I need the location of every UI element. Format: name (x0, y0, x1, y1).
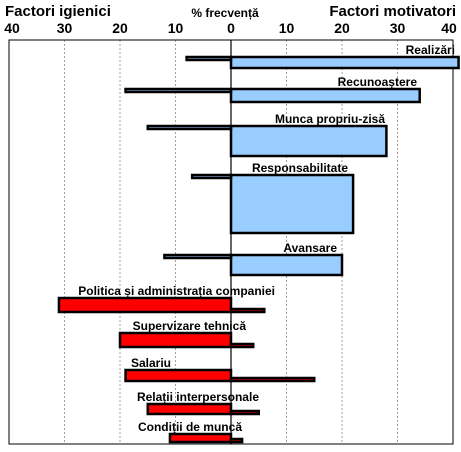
bars-layer (57, 55, 460, 444)
category-label-9: Condiții de muncă (138, 420, 242, 434)
x-tick-label-3: 10 (168, 20, 184, 36)
x-tick-label-6: 20 (334, 20, 350, 36)
category-label-1: Recunoaștere (338, 75, 418, 89)
bar-hygiene-6 (118, 331, 233, 349)
left-header: Factori igienici (5, 3, 111, 20)
bar-hygiene-4 (163, 253, 233, 260)
bar-motivator-3 (229, 173, 355, 235)
x-tick-labels: 40 30 20 10 0 10 20 30 40 (4, 20, 457, 36)
category-label-7: Salariu (131, 356, 171, 370)
x-tick-label-1: 30 (57, 20, 73, 36)
bar-motivator-9 (229, 437, 244, 444)
category-labels-layer: Realizări Recunoaștere Munca propriu-zisă R… (78, 43, 455, 434)
x-tick-label-7: 30 (390, 20, 406, 36)
bar-hygiene-1 (124, 87, 233, 94)
x-tick-label-0: 40 (4, 20, 20, 36)
bar-hygiene-8 (146, 402, 233, 416)
category-label-4: Avansare (283, 241, 337, 255)
category-label-6: Supervizare tehnică (133, 319, 247, 333)
x-tick-label-2: 20 (112, 20, 128, 36)
right-header: Factori motivatori (329, 3, 456, 20)
bar-hygiene-9 (168, 432, 233, 444)
bar-hygiene-7 (124, 368, 233, 383)
bar-hygiene-2 (146, 124, 233, 131)
chart-title: % frecvență (191, 6, 259, 20)
bar-motivator-4 (229, 253, 344, 277)
bar-hygiene-0 (185, 55, 233, 62)
plot-frame (8, 39, 454, 445)
category-label-3: Responsabilitate (252, 161, 348, 175)
bar-motivator-2 (229, 124, 388, 158)
bar-motivator-1 (229, 87, 421, 104)
x-tick-label-8: 40 (441, 20, 457, 36)
x-tick-label-4: 0 (227, 20, 235, 36)
category-label-8: Relații interpersonale (137, 390, 259, 404)
category-label-5: Politica și administrația companiei (78, 284, 275, 298)
bar-motivator-7 (229, 376, 316, 383)
bar-motivator-8 (229, 409, 260, 416)
bar-hygiene-5 (57, 296, 233, 314)
x-tick-label-5: 10 (279, 20, 295, 36)
bar-motivator-6 (229, 342, 255, 349)
bar-hygiene-3 (190, 173, 233, 180)
category-label-2: Munca propriu-zisă (275, 112, 385, 126)
bar-motivator-5 (229, 307, 266, 314)
bar-motivator-0 (229, 55, 460, 70)
category-label-0: Realizări (406, 43, 455, 57)
